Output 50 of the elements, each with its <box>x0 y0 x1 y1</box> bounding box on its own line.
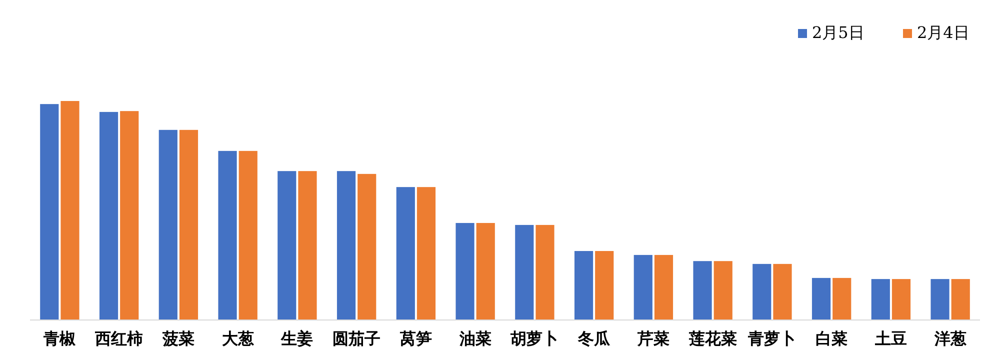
bar <box>158 130 178 320</box>
bar <box>396 187 415 320</box>
bar <box>693 261 712 320</box>
bar <box>298 171 317 320</box>
bar <box>278 171 296 320</box>
bar <box>515 224 534 320</box>
bar <box>476 222 495 320</box>
x-tick-label: 青椒 <box>42 329 77 348</box>
bar <box>930 279 950 320</box>
x-tick-label: 土豆 <box>874 329 907 348</box>
bar <box>654 254 674 320</box>
bar <box>218 150 237 320</box>
bar <box>752 264 772 320</box>
x-tick-label: 菠菜 <box>161 329 194 348</box>
bar <box>179 130 198 320</box>
x-tick-label: 莴笋 <box>398 329 432 348</box>
x-tick-label: 冬瓜 <box>577 329 612 348</box>
bar <box>99 112 118 320</box>
bar <box>595 251 614 320</box>
bar <box>812 278 831 320</box>
bar <box>358 174 376 320</box>
x-tick-label: 油菜 <box>458 329 492 348</box>
x-tick-label: 白菜 <box>816 329 848 348</box>
x-tick-label: 大葱 <box>222 329 254 348</box>
bar <box>634 254 652 320</box>
legend-label: 2月4日 <box>917 23 970 42</box>
bar <box>951 279 970 320</box>
bar <box>416 187 436 320</box>
x-tick-label: 圆茄子 <box>332 329 381 348</box>
bar <box>120 111 139 320</box>
x-tick-label: 芹菜 <box>636 329 670 348</box>
bar <box>60 101 80 320</box>
legend-label: 2月5日 <box>812 23 864 42</box>
x-tick-label: 胡萝卜 <box>510 329 559 348</box>
bar <box>238 150 258 320</box>
bar <box>536 224 554 320</box>
x-tick-label: 莲花菜 <box>688 329 737 348</box>
bar <box>832 278 852 320</box>
bar <box>40 104 59 320</box>
bar <box>773 264 792 320</box>
x-tick-label: 西红柿 <box>94 329 144 348</box>
bar <box>714 261 732 320</box>
bar <box>336 171 356 320</box>
bar <box>456 222 474 320</box>
bar <box>871 279 890 320</box>
x-tick-label: 洋葱 <box>933 329 966 348</box>
bar <box>892 279 911 320</box>
x-tick-label: 生姜 <box>280 329 314 348</box>
bar <box>574 251 594 320</box>
x-tick-label: 青萝卜 <box>747 329 796 348</box>
